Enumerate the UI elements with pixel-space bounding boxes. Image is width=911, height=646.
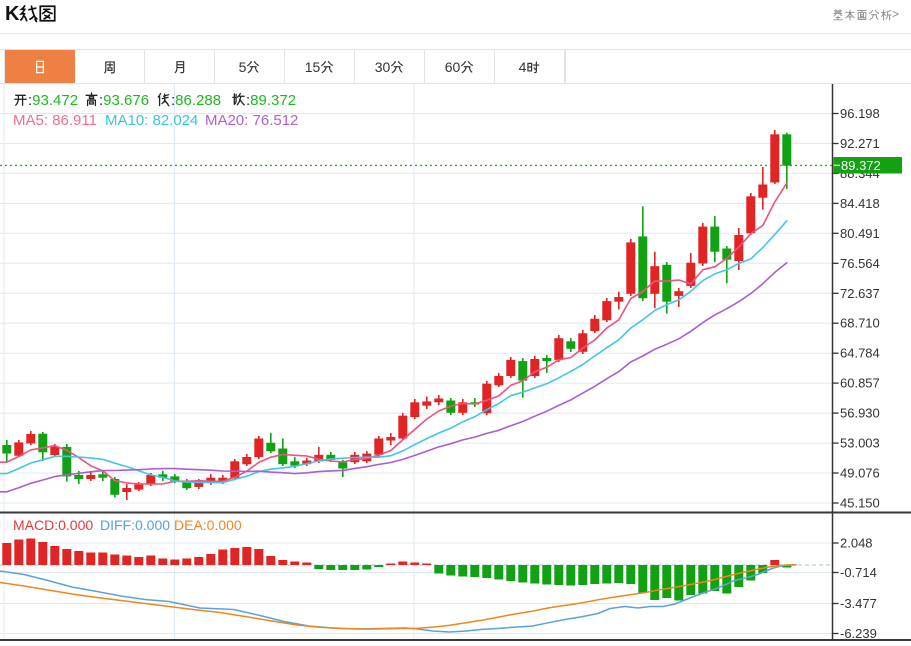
svg-text:45.150: 45.150 bbox=[840, 496, 880, 511]
svg-text:2.048: 2.048 bbox=[840, 536, 873, 551]
svg-text:72.637: 72.637 bbox=[840, 286, 880, 301]
svg-text:80.491: 80.491 bbox=[840, 226, 880, 241]
svg-text:92.271: 92.271 bbox=[840, 136, 880, 151]
svg-text:-6.239: -6.239 bbox=[840, 626, 877, 641]
svg-text:-0.714: -0.714 bbox=[840, 565, 877, 580]
svg-text:56.930: 56.930 bbox=[840, 406, 880, 421]
svg-text:84.418: 84.418 bbox=[840, 196, 880, 211]
svg-text:76.564: 76.564 bbox=[840, 256, 880, 271]
svg-text:68.710: 68.710 bbox=[840, 316, 880, 331]
svg-text:49.076: 49.076 bbox=[840, 466, 880, 481]
svg-text:96.198: 96.198 bbox=[840, 106, 880, 121]
svg-text:60.857: 60.857 bbox=[840, 376, 880, 391]
svg-text:64.784: 64.784 bbox=[840, 346, 880, 361]
svg-text:89.372: 89.372 bbox=[841, 158, 881, 173]
svg-text:-3.477: -3.477 bbox=[840, 596, 877, 611]
svg-text:53.003: 53.003 bbox=[840, 436, 880, 451]
